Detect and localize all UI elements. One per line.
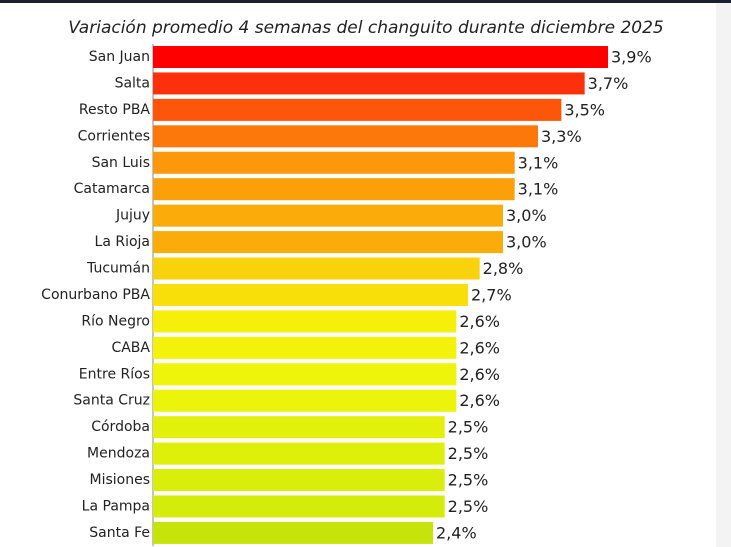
value-label: 3,7% <box>588 74 629 93</box>
bar <box>153 389 457 412</box>
value-label: 2,5% <box>448 497 489 516</box>
category-label: Conurbano PBA <box>41 287 150 303</box>
bar <box>153 178 515 201</box>
value-label: 2,5% <box>448 418 489 437</box>
top-border <box>0 0 731 3</box>
value-label: 3,5% <box>564 100 605 119</box>
bar <box>153 283 468 306</box>
category-label: Salta <box>115 75 150 91</box>
bar <box>153 72 585 95</box>
category-label: Tucumán <box>86 261 150 277</box>
chart-title: Variación promedio 4 semanas del changui… <box>68 18 663 38</box>
value-label: 3,9% <box>611 48 652 67</box>
bar <box>153 151 515 174</box>
bar <box>153 416 445 439</box>
category-label: La Rioja <box>95 234 150 250</box>
bar <box>153 98 562 121</box>
bar <box>153 310 457 333</box>
category-label: Río Negro <box>81 313 150 329</box>
category-label: Corrientes <box>78 128 150 144</box>
category-label: Entre Ríos <box>79 366 150 382</box>
bar <box>153 257 480 280</box>
value-label: 2,6% <box>459 391 500 410</box>
category-label: Resto PBA <box>79 102 151 118</box>
value-label: 2,8% <box>483 259 524 278</box>
category-label: Catamarca <box>74 181 150 197</box>
value-label: 3,0% <box>506 206 547 225</box>
bar <box>153 495 445 518</box>
value-label: 2,6% <box>459 312 500 331</box>
category-label: La Pampa <box>82 498 150 514</box>
category-label: Córdoba <box>91 419 150 435</box>
bar <box>153 521 433 544</box>
value-label: 2,5% <box>448 444 489 463</box>
bar <box>153 125 538 148</box>
category-label: San Juan <box>89 49 150 65</box>
category-label: Santa Cruz <box>73 393 150 409</box>
bar <box>153 46 608 68</box>
value-label: 2,6% <box>459 365 500 384</box>
category-label: CABA <box>111 340 150 356</box>
value-label: 3,1% <box>518 180 559 199</box>
value-label: 2,5% <box>448 471 489 490</box>
bar <box>153 231 503 254</box>
bar <box>153 442 445 465</box>
category-label: Jujuy <box>115 208 150 224</box>
bar <box>153 469 445 492</box>
bar <box>153 336 457 359</box>
category-label: Mendoza <box>87 446 150 462</box>
value-label: 3,1% <box>518 153 559 172</box>
value-label: 2,7% <box>471 285 512 304</box>
value-label: 3,3% <box>541 127 582 146</box>
side-strip <box>716 3 731 547</box>
value-label: 2,4% <box>436 523 477 542</box>
category-label: Santa Fe <box>89 525 150 541</box>
value-label: 2,6% <box>459 338 500 357</box>
bar <box>153 204 503 227</box>
category-label: San Luis <box>92 155 150 171</box>
value-label: 3,0% <box>506 233 547 252</box>
category-label: Misiones <box>90 472 151 488</box>
bar <box>153 363 457 386</box>
